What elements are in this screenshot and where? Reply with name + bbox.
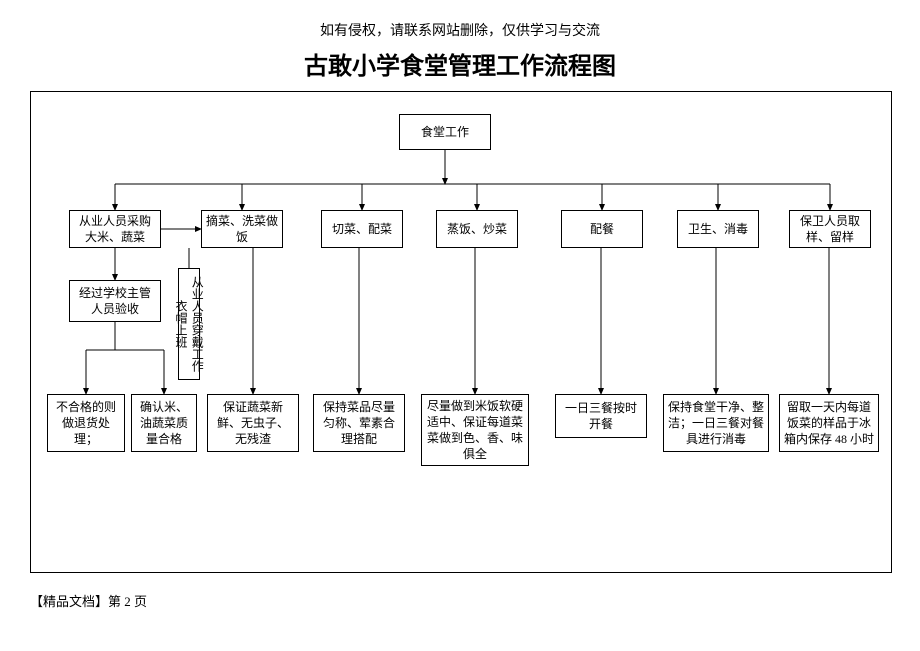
node-b2v: 从业人员穿戴工作衣帽上班 — [178, 268, 200, 380]
node-b4: 蒸饭、炒菜 — [436, 210, 518, 248]
node-root: 食堂工作 — [399, 114, 491, 150]
node-b1: 从业人员采购大米、蔬菜 — [69, 210, 161, 248]
node-b5: 配餐 — [561, 210, 643, 248]
node-c5: 一日三餐按时开餐 — [555, 394, 647, 438]
node-b2: 摘菜、洗菜做饭 — [201, 210, 283, 248]
node-c7: 留取一天内每道饭菜的样品于冰箱内保存 48 小时 — [779, 394, 879, 452]
node-c2: 保证蔬菜新鲜、无虫子、无残渣 — [207, 394, 299, 452]
flowchart-lines — [31, 92, 891, 572]
node-c6: 保持食堂干净、整洁；一日三餐对餐具进行消毒 — [663, 394, 769, 452]
node-c1: 确认米、油蔬菜质量合格 — [131, 394, 197, 452]
node-c3: 保持菜品尽量匀称、荤素合理搭配 — [313, 394, 405, 452]
node-b1a: 经过学校主管人员验收 — [69, 280, 161, 322]
node-b6: 卫生、消毒 — [677, 210, 759, 248]
notice-text: 如有侵权，请联系网站删除，仅供学习与交流 — [30, 20, 890, 40]
footer-text: 【精品文档】第 2 页 — [30, 591, 890, 610]
node-c0: 不合格的则做退货处理； — [47, 394, 125, 452]
node-b7: 保卫人员取样、留样 — [789, 210, 871, 248]
node-c4: 尽量做到米饭软硬适中、保证每道菜菜做到色、香、味俱全 — [421, 394, 529, 466]
flowchart-frame: 食堂工作从业人员采购大米、蔬菜摘菜、洗菜做饭切菜、配菜蒸饭、炒菜配餐卫生、消毒保… — [30, 91, 892, 573]
node-b3: 切菜、配菜 — [321, 210, 403, 248]
page-title: 古敢小学食堂管理工作流程图 — [30, 46, 890, 81]
